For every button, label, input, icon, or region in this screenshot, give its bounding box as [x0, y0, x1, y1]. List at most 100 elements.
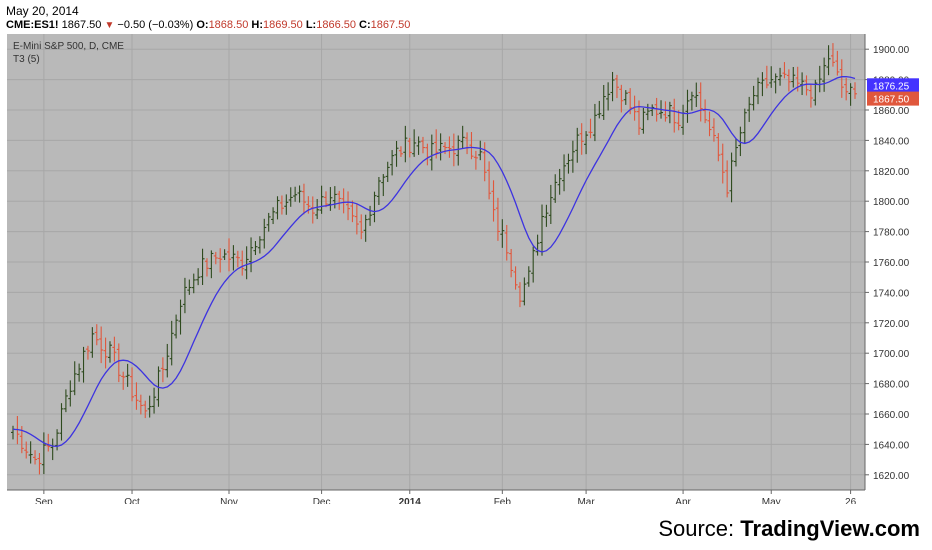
ohlc-bar [297, 185, 302, 203]
ohlc-bar [438, 133, 443, 161]
quote-line: CME:ES1! 1867.50 ▼ −0.50 (−0.03%) O:1868… [6, 19, 410, 31]
x-tick-label: Nov [220, 497, 238, 504]
ohlc-bar [623, 90, 628, 105]
ohlc-bar [566, 153, 571, 174]
ohlc-bar [597, 100, 602, 119]
open-label: O: [196, 19, 209, 31]
ohlc-bar [90, 327, 95, 358]
ohlc-bar [535, 234, 540, 256]
high-value: 1869.50 [263, 19, 303, 31]
ohlc-bar [253, 241, 258, 256]
ohlc-bar [346, 191, 351, 221]
ohlc-bar [429, 134, 434, 171]
open-value: 1868.50 [208, 19, 249, 31]
source-prefix: Source: [658, 516, 735, 541]
ohlc-bar [288, 187, 293, 207]
close-label: C: [359, 19, 371, 31]
ohlc-bar [782, 62, 787, 79]
ohlc-bar [562, 154, 567, 192]
last-price: 1867.50 [61, 19, 102, 31]
ohlc-bar [725, 160, 730, 198]
ohlc-bar [509, 248, 514, 278]
ohlc-bar [46, 433, 51, 452]
ohlc-bar [394, 140, 399, 167]
ohlc-bar [376, 176, 381, 205]
ohlc-bar [130, 367, 135, 402]
ohlc-bar [275, 196, 280, 220]
ohlc-bar [63, 389, 68, 413]
ohlc-bar [116, 343, 121, 383]
ohlc-bar [257, 236, 262, 254]
ohlc-bar [244, 246, 249, 280]
ohlc-bar [222, 249, 227, 261]
ohlc-bar [94, 324, 99, 346]
ohlc-bar [650, 104, 655, 117]
ohlc-bar [319, 185, 324, 214]
ohlc-bar [443, 142, 448, 155]
ohlc-bar [500, 219, 505, 248]
ohlc-bar [839, 59, 844, 98]
ohlc-bar [733, 138, 738, 167]
ohlc-bar [478, 140, 483, 161]
ohlc-bar [729, 152, 734, 203]
x-tick-label: 26 [845, 497, 857, 504]
ohlc-bar [641, 107, 646, 134]
ohlc-bar [284, 194, 289, 215]
ohlc-bar [266, 212, 271, 232]
price-tags: 1876.25 1867.50 [867, 78, 919, 106]
ohlc-bar [37, 453, 42, 475]
ohlc-bar [711, 118, 716, 142]
y-tick-label: 1640.00 [873, 440, 910, 451]
ohlc-bar [28, 441, 33, 464]
ohlc-bar [760, 72, 765, 97]
ohlc-bar [513, 266, 518, 290]
close-price-tag-box [867, 91, 919, 106]
ohlc-bar [231, 245, 236, 271]
ohlc-bar [323, 191, 328, 208]
ohlc-bar [738, 126, 743, 157]
ohlc-bar [85, 345, 90, 360]
close-value: 1867.50 [370, 19, 411, 31]
ohlc-bar [390, 150, 395, 176]
y-tick-label: 1860.00 [873, 106, 910, 117]
y-tick-label: 1900.00 [873, 45, 910, 56]
ohlc-bar [848, 83, 853, 106]
ohlc-bar [196, 268, 201, 286]
ohlc-bar [654, 97, 659, 122]
ohlc-bar [33, 450, 38, 465]
ohlc-bar [407, 137, 412, 158]
ohlc-bar [301, 183, 306, 215]
ohlc-bar [187, 279, 192, 295]
ohlc-bar [835, 50, 840, 76]
ohlc-bar [606, 82, 611, 111]
ohlc-bar [456, 135, 461, 166]
ohlc-bar [72, 361, 77, 396]
t3-line [12, 75, 856, 448]
ohlc-bar [160, 357, 165, 383]
ohlc-bar [354, 203, 359, 235]
ohlc-bar [487, 161, 492, 200]
ohlc-bar [698, 82, 703, 122]
ohlc-bar [99, 326, 104, 364]
ohlc-bar [107, 341, 112, 363]
ohlc-bar [416, 136, 421, 155]
ohlc-bar [844, 77, 849, 101]
ohlc-bar [81, 346, 86, 383]
ohlc-bar [473, 150, 478, 170]
ohlc-bar [191, 273, 196, 294]
y-tick-label: 1740.00 [873, 288, 910, 299]
ohlc-bar [152, 387, 157, 414]
chart-date: May 20, 2014 [6, 4, 79, 18]
x-tick-label: Sep [35, 497, 53, 504]
ohlc-bar [575, 127, 580, 163]
ohlc-bar [385, 161, 390, 182]
ohlc-bar [804, 75, 809, 96]
ohlc-bar [667, 101, 672, 124]
ohlc-bar [350, 200, 355, 223]
ohlc-bar [689, 91, 694, 111]
x-tick-label: May [762, 497, 781, 504]
x-tick-label: Feb [494, 497, 512, 504]
ohlc-bar [204, 258, 209, 277]
price-chart[interactable]: 1620.00 1640.00 1660.00 1680.00 1700.00 1720.… [0, 34, 932, 504]
y-tick-label: 1800.00 [873, 197, 910, 208]
